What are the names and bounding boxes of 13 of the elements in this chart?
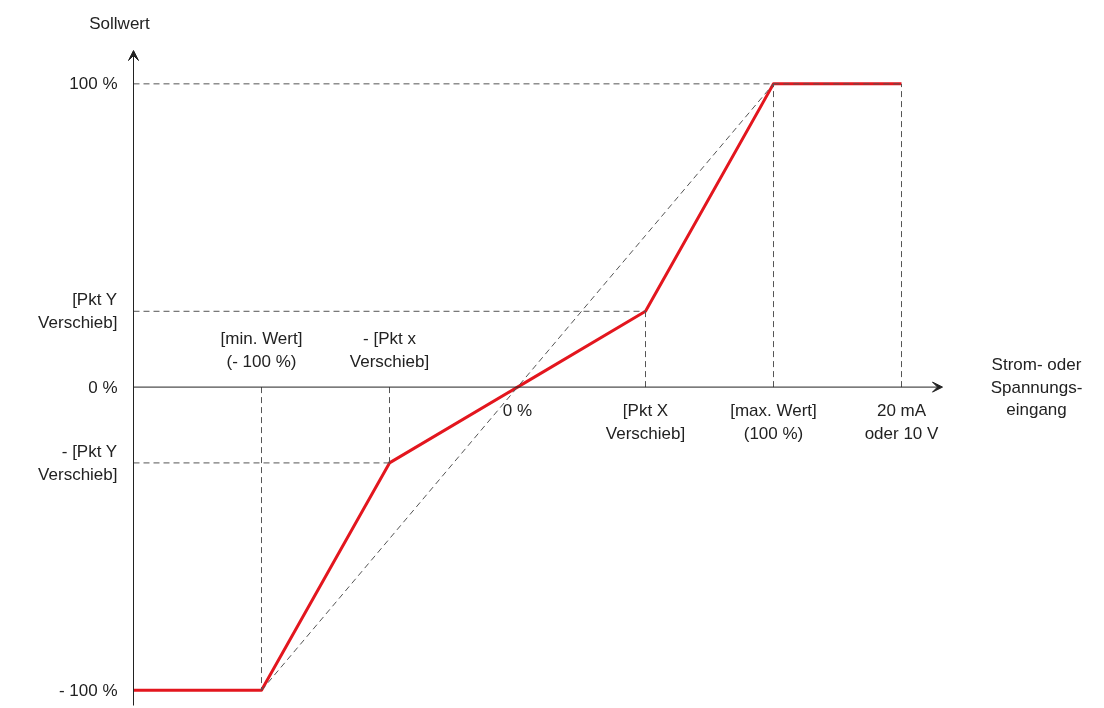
x-axis-title: Strom- oder Spannungs- eingang [990, 354, 1083, 420]
x-tick-label: [Pkt X Verschieb] [605, 401, 686, 443]
y-tick-label: - [Pkt Y Verschieb] [38, 442, 118, 484]
x-tick-label: - [Pkt x Verschieb] [349, 329, 430, 372]
x-tick-label: 20 mA oder 10 V [864, 401, 940, 443]
y-tick-label: 100 % [69, 74, 118, 94]
y-axis-title: Sollwert [89, 13, 151, 33]
x-tick-label: [min. Wert] (- 100 %) [220, 329, 303, 372]
x-tick-label: [max. Wert] (100 %) [730, 401, 817, 443]
y-tick-label: - 100 % [58, 680, 118, 700]
x-tick-label: 0 % [502, 401, 533, 421]
y-tick-label: [Pkt Y Verschieb] [38, 290, 118, 333]
y-tick-label: 0 % [88, 377, 118, 397]
